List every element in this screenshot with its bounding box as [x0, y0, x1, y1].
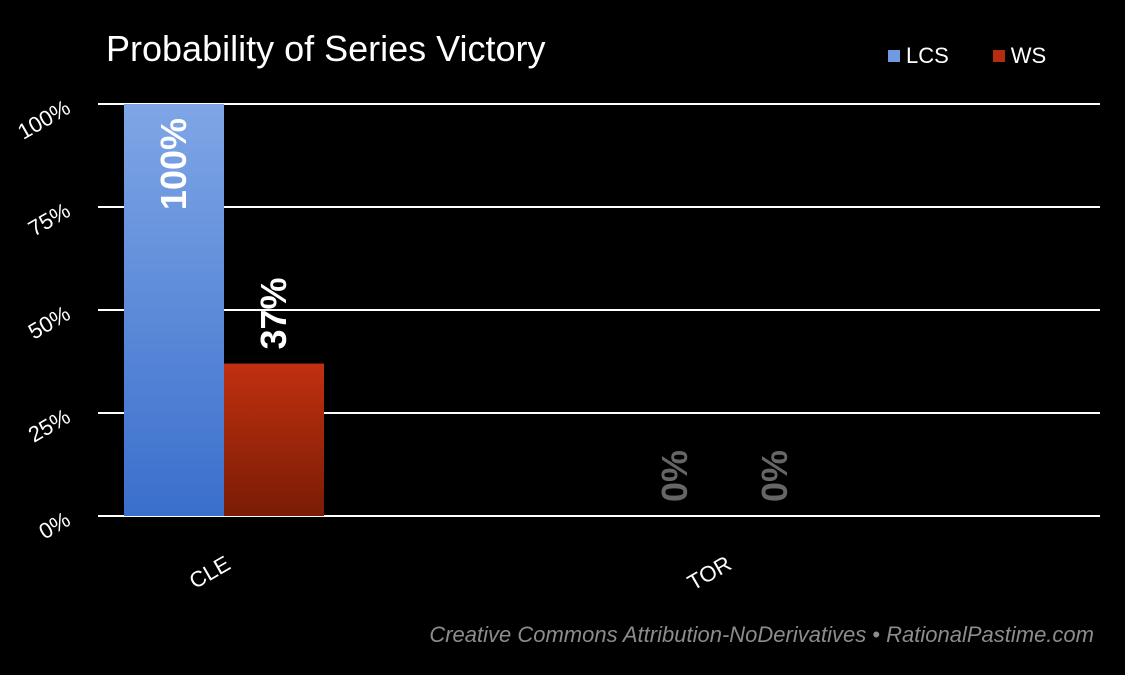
y-tick-label: 75%: [24, 198, 75, 242]
y-tick-label: 25%: [24, 404, 75, 448]
legend-label-lcs: LCS: [906, 43, 949, 68]
legend: LCS WS: [888, 42, 1046, 70]
data-label-ws-tor: 0%: [754, 450, 795, 502]
data-label-ws-cle: 37%: [253, 277, 294, 349]
x-tick-label-cle: CLE: [185, 551, 235, 594]
bar-ws-cle: [224, 363, 324, 516]
data-label-lcs-cle: 100%: [153, 118, 194, 210]
y-tick-label: 100%: [13, 95, 74, 145]
bar-lcs-cle: [124, 104, 224, 516]
x-tick-label-tor: TOR: [683, 551, 735, 596]
chart-title: Probability of Series Victory: [106, 28, 546, 69]
legend-label-ws: WS: [1010, 43, 1047, 68]
footer-attribution: Creative Commons Attribution-NoDerivativ…: [429, 622, 1094, 647]
y-tick-label: 0%: [34, 507, 74, 545]
legend-item-ws: WS: [992, 43, 1047, 69]
legend-item-lcs: LCS: [888, 43, 949, 69]
data-label-lcs-tor: 0%: [654, 450, 695, 502]
legend-swatch-lcs: [888, 50, 900, 62]
legend-swatch-ws: [992, 50, 1005, 62]
y-tick-label: 50%: [24, 301, 75, 345]
